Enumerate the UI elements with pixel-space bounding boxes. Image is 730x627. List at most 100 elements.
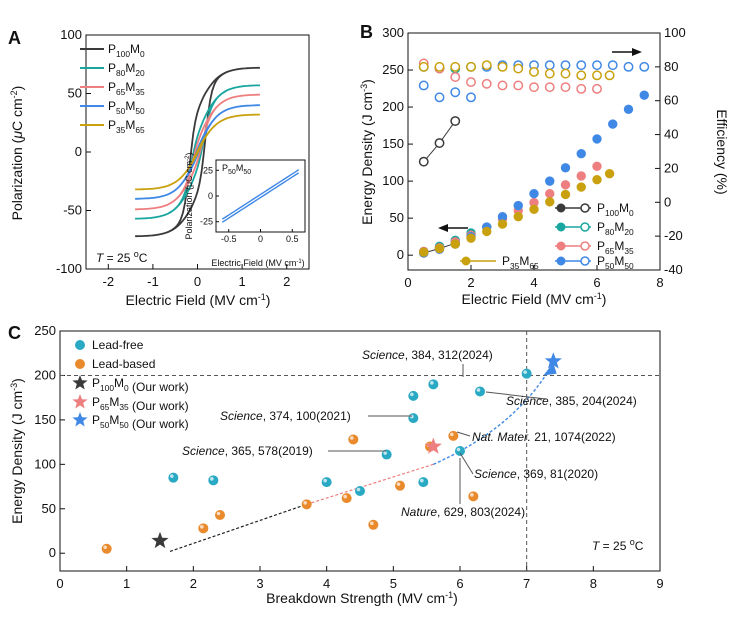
efficiency-point-P50M50	[576, 60, 587, 71]
inset-y-tick-label: 0	[208, 191, 213, 201]
legend-label-P50M50: P50M50 (Our work)	[92, 413, 189, 431]
lead-based-point	[368, 519, 379, 530]
energy-point-P50M50	[592, 134, 602, 144]
panel-b-y-tick-label: 0	[397, 247, 404, 262]
energy-point-P65M35	[592, 161, 602, 172]
energy-point-P50M50	[639, 90, 649, 100]
panel-a-y-tick-label: 50	[68, 86, 82, 101]
lead-based-point	[215, 510, 225, 520]
energy-point-P35M65	[466, 233, 476, 243]
energy-point-P35M65	[434, 243, 445, 254]
panel-a-x-axis-label: Electric Field (MV cm-1)	[126, 292, 271, 308]
legend-label-P80M20: P80M20	[108, 61, 145, 78]
legend-label-P80M20: P80M20	[597, 220, 634, 237]
legend-label-P65M35: P65M35 (Our work)	[92, 395, 189, 413]
lead-free-point	[418, 477, 429, 488]
panel-b-y-tick-label: 100	[382, 173, 404, 188]
efficiency-point-P65M35	[513, 80, 524, 91]
legend-label-P35M65: P35M65	[502, 254, 539, 271]
legend-marker-lead-free	[75, 340, 85, 350]
panel-b-y-tick-label: 250	[382, 62, 404, 77]
panel-b-y2-tick-label: -40	[664, 262, 683, 277]
hysteresis-loop-P65M35	[135, 93, 260, 211]
lead-free-point	[381, 449, 392, 460]
panel-b-y2-tick-label: 80	[664, 59, 678, 74]
panel-b-x-axis-label: Electric Field (MV cm-1)	[462, 291, 607, 307]
efficiency-point-P35M65	[544, 68, 555, 79]
our-work-star-P50M50	[544, 352, 562, 369]
panel-b-y2-axis-label: Efficiency (%)	[714, 109, 730, 194]
panel-a-y-tick-label: 0	[75, 144, 82, 159]
lead-based-point	[468, 491, 479, 502]
efficiency-point-P35M65	[418, 61, 429, 72]
efficiency-point-P35M65	[592, 70, 602, 81]
energy-point-P35M65	[450, 239, 460, 249]
panel-c-y-tick-label: 150	[34, 412, 56, 427]
panel-a-temperature-note: T = 25 oC	[96, 249, 148, 265]
lead-based-point	[395, 480, 405, 491]
lead-based-point	[198, 523, 209, 534]
panel-a-y-axis-label: Polarization (μC cm-2)	[9, 86, 25, 221]
inset-loop-lower	[221, 172, 300, 223]
legend-energy-marker-P50M50	[556, 256, 566, 266]
hysteresis-loop-P100M0	[135, 66, 260, 238]
panel-a-x-tick-label: -1	[147, 274, 159, 289]
panel-a-x-tick-label: 1	[238, 274, 245, 289]
energy-point-P35M65	[529, 204, 539, 214]
efficiency-point-P65M35	[450, 72, 461, 82]
panel-b-y2-tick-label: 40	[664, 127, 678, 142]
efficiency-point-P100M0	[418, 156, 429, 167]
energy-point-P50M50	[560, 163, 571, 173]
efficiency-point-P65M35	[576, 83, 587, 94]
energy-point-P50M50	[545, 176, 555, 186]
citation-label: Nature, 629, 803(2024)	[401, 505, 525, 519]
efficiency-point-P50M50	[434, 92, 445, 103]
panel-c-y-tick-label: 200	[34, 367, 56, 382]
panel-c-x-tick-label: 5	[390, 576, 397, 591]
efficiency-point-P50M50	[418, 80, 429, 91]
energy-point-P50M50	[529, 189, 539, 199]
efficiency-point-P65M35	[529, 82, 539, 93]
our-work-star-P100M0	[151, 531, 169, 549]
lead-free-point	[408, 413, 419, 424]
efficiency-point-P35M65	[513, 63, 524, 74]
energy-point-P35M65	[419, 247, 429, 257]
efficiency-point-P65M35	[592, 83, 602, 94]
panel-a-y-tick-label: -100	[56, 261, 82, 276]
panel-a-hysteresis-chart: -2 -1 0 1 2 -100 -50 0 50 100 Electric Field (MV …	[9, 27, 310, 308]
inset-x-tick-label: 0	[258, 234, 263, 244]
panel-c-x-tick-label: 7	[523, 576, 530, 591]
efficiency-point-P50M50	[544, 60, 555, 71]
efficiency-point-P50M50	[592, 60, 602, 71]
panel-b-y2-tick-label: 100	[664, 25, 686, 40]
efficiency-point-P50M50	[450, 87, 461, 98]
efficiency-point-P35M65	[497, 61, 508, 72]
efficiency-point-P50M50	[623, 61, 634, 72]
panel-c-x-axis-label: Breakdown Strength (MV cm-1)	[266, 590, 458, 606]
lead-based-point	[301, 499, 312, 510]
lead-free-point	[168, 472, 179, 483]
legend-label-lead-free: Lead-free	[92, 338, 144, 352]
lead-based-point	[341, 493, 352, 504]
panel-b-y-tick-label: 50	[390, 210, 404, 225]
efficiency-point-P50M50	[560, 60, 571, 71]
efficiency-point-P35M65	[466, 61, 476, 72]
legend-energy-marker-P65M35	[556, 241, 566, 251]
legend-label-P50M50: P50M50	[597, 254, 634, 271]
panel-a-legend: P100M0 P80M20 P65M35 P50M50 P35M65	[80, 42, 145, 135]
panel-c-y-axis-label: Energy Density (J cm-3)	[9, 378, 25, 524]
energy-point-P35M65	[592, 174, 602, 185]
panel-b-x-tick-label: 8	[656, 275, 663, 290]
panel-b-x-tick-label: 2	[467, 275, 474, 290]
panel-label-a: A	[8, 28, 21, 48]
energy-point-P50M50	[576, 149, 586, 159]
legend-energy-marker-P100M0	[556, 203, 566, 213]
citation-label: Science, 385, 204(2024)	[506, 394, 637, 408]
efficiency-point-P50M50	[607, 60, 618, 71]
arrow-to-energy-axis	[438, 224, 468, 232]
panel-c-x-tick-label: 6	[456, 576, 463, 591]
panel-c-y-tick-label: 0	[49, 545, 56, 560]
efficiency-point-P50M50	[466, 92, 476, 103]
